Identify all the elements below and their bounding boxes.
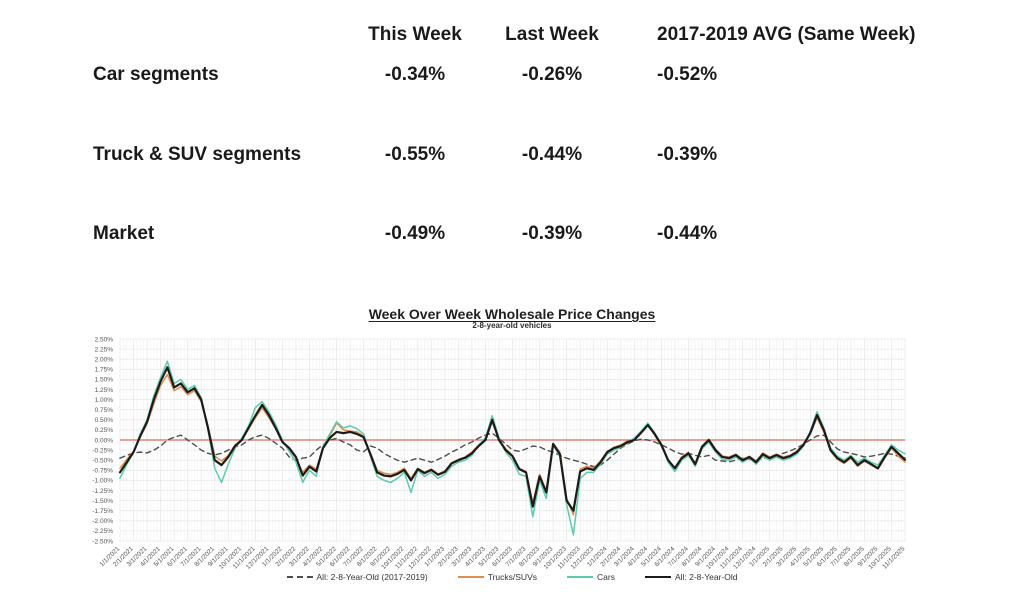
legend-item-avg-2017-2019: All: 2-8-Year-Old (2017-2019) bbox=[286, 572, 428, 582]
orange-line-sample bbox=[457, 576, 484, 578]
column-header-last-week: Last Week bbox=[505, 24, 599, 45]
legend-item-all-2-8-year-old: All: 2-8-Year-Old bbox=[644, 572, 738, 582]
chart-legend: All: 2-8-Year-Old (2017-2019) Trucks/SUV… bbox=[0, 572, 1024, 582]
truck-this-week-value: -0.55% bbox=[384, 144, 446, 165]
truck-avg-value: -0.39% bbox=[657, 144, 718, 165]
black-line-sample bbox=[644, 576, 671, 578]
y-axis-tick-label: -0.25% bbox=[92, 447, 113, 454]
chart-subtitle: 2-8-year-old vehicles bbox=[472, 321, 552, 330]
row-label-car-segments: Car segments bbox=[93, 64, 219, 85]
legend-label: All: 2-8-Year-Old (2017-2019) bbox=[316, 572, 428, 582]
y-axis-tick-label: 2.25% bbox=[95, 346, 114, 353]
market-last-week-value: -0.39% bbox=[521, 223, 583, 244]
legend-item-trucks-suvs: Trucks/SUVs bbox=[457, 572, 537, 582]
column-header-this-week: This Week bbox=[368, 24, 462, 45]
dashed-line-sample bbox=[286, 576, 313, 578]
car-last-week-value: -0.26% bbox=[521, 64, 583, 85]
teal-line-sample bbox=[567, 576, 593, 578]
row-label-market: Market bbox=[93, 223, 155, 244]
y-axis-tick-label: 0.25% bbox=[95, 427, 114, 434]
series-all-2-8-year-old bbox=[118, 366, 907, 512]
legend-label: Cars bbox=[597, 572, 615, 582]
y-axis-tick-label: -1.50% bbox=[92, 498, 113, 505]
y-axis-tick-label: 2.50% bbox=[95, 336, 114, 343]
truck-last-week-value: -0.44% bbox=[521, 144, 583, 165]
y-axis-tick-label: -0.75% bbox=[92, 468, 113, 475]
y-axis-tick-label: 2.00% bbox=[95, 357, 114, 364]
column-header-avg: 2017-2019 AVG (Same Week) bbox=[657, 24, 916, 45]
price-changes-line-chart: 2.50% 2.25% 2.00% 1.75% 1.50% 1.25% 1.00% 0.75%… bbox=[92, 336, 907, 571]
y-axis-tick-label: -2.25% bbox=[92, 528, 113, 535]
y-axis-tick-label: 0.75% bbox=[95, 407, 114, 414]
car-this-week-value: -0.34% bbox=[384, 64, 446, 85]
legend-label: Trucks/SUVs bbox=[487, 572, 537, 582]
y-axis-tick-label: 0.00% bbox=[95, 437, 114, 444]
market-avg-value: -0.44% bbox=[657, 223, 718, 244]
row-label-truck-suv-segments: Truck & SUV segments bbox=[93, 144, 302, 165]
y-axis-tick-label: -1.25% bbox=[92, 488, 113, 495]
legend-item-cars: Cars bbox=[567, 572, 615, 582]
y-axis-tick-label: -1.00% bbox=[92, 478, 113, 485]
series-cars bbox=[119, 360, 906, 536]
chart-title: Week Over Week Wholesale Price Changes bbox=[368, 306, 656, 322]
y-axis-tick-label: 1.75% bbox=[95, 367, 114, 374]
legend-label: All: 2-8-Year-Old bbox=[674, 572, 738, 582]
car-avg-value: -0.52% bbox=[657, 64, 718, 85]
y-axis-tick-label: 1.50% bbox=[95, 377, 114, 384]
market-this-week-value: -0.49% bbox=[384, 223, 446, 244]
y-axis-tick-label: -1.75% bbox=[92, 508, 113, 515]
y-axis-tick-label: 0.50% bbox=[95, 417, 114, 424]
y-axis-tick-label: -2.50% bbox=[92, 538, 113, 545]
y-axis-tick-label: 1.25% bbox=[95, 387, 114, 394]
y-axis-tick-label: -2.00% bbox=[92, 518, 113, 525]
y-axis-tick-label: 1.00% bbox=[95, 397, 114, 404]
y-axis-tick-label: -0.50% bbox=[92, 458, 113, 465]
